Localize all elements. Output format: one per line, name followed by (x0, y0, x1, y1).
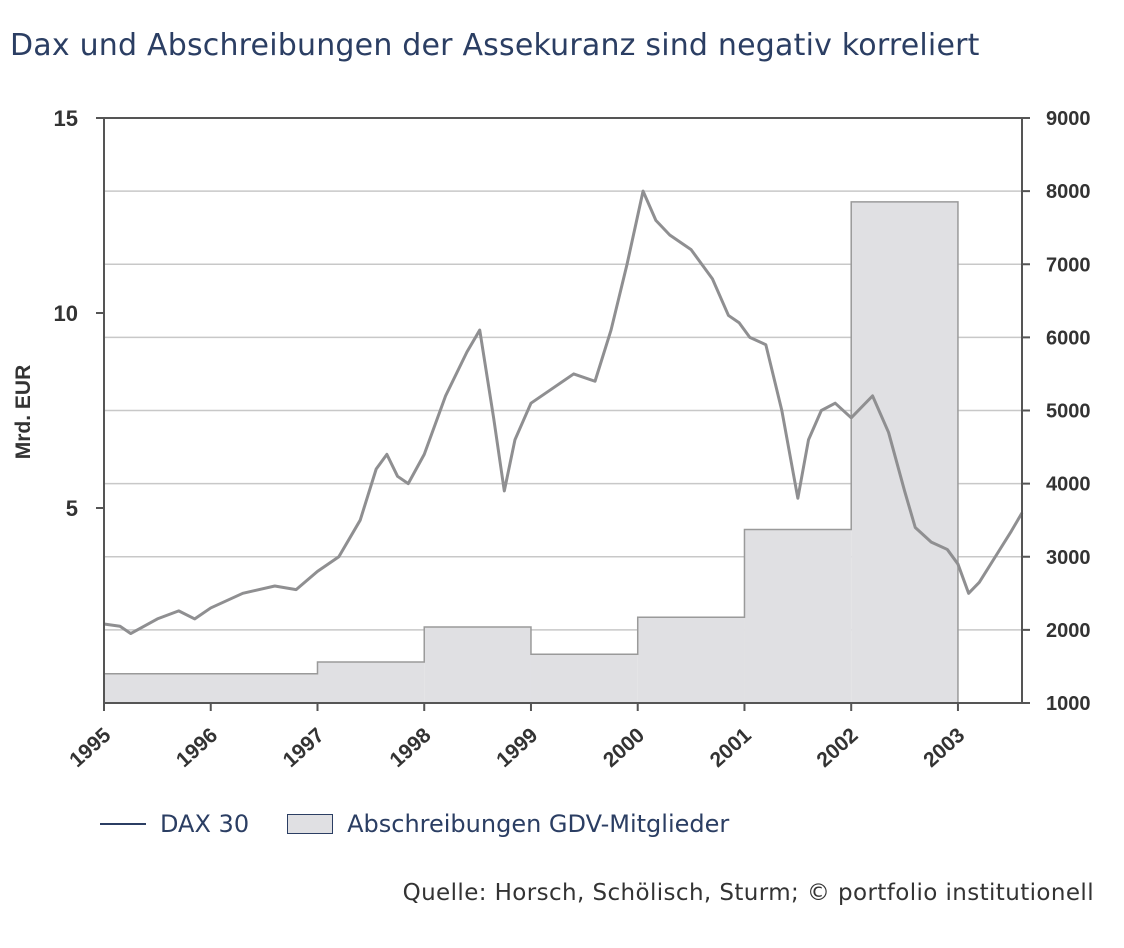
right-tick-label: 9000 (1046, 108, 1091, 130)
left-axis-label: Mrd. EUR (12, 365, 35, 460)
writeoff-bar (424, 626, 531, 703)
right-tick-label: 2000 (1046, 620, 1091, 642)
left-tick-label: 10 (54, 301, 78, 326)
x-tick-label: 1999 (492, 724, 542, 772)
right-tick-label: 1000 (1046, 693, 1091, 715)
dax-line (103, 189, 1024, 636)
chart-title: Dax und Abschreibungen der Assekuranz si… (10, 28, 980, 63)
source-note: Quelle: Horsch, Schölisch, Sturm; © port… (402, 880, 1094, 906)
right-tick-label: 3000 (1046, 547, 1091, 569)
writeoff-bar (104, 673, 318, 703)
left-tick-label: 5 (66, 496, 78, 521)
x-axis: 1995 1996 1997 1998 1999 2000 2001 2002 2003 (65, 703, 969, 772)
right-tick-label: 8000 (1046, 181, 1091, 203)
legend: DAX 30 Abschreibungen GDV-Mitglieder (100, 806, 729, 842)
right-tick-label: 7000 (1046, 254, 1091, 276)
writeoff-bar (851, 201, 958, 703)
writeoff-bar (530, 654, 638, 703)
writeoff-bar (637, 617, 745, 703)
writeoff-bar (744, 529, 852, 703)
writeoff-bar (317, 662, 425, 703)
dax-series-line (103, 189, 1024, 636)
left-tick-label: 15 (54, 106, 78, 131)
right-tick-label: 6000 (1046, 327, 1091, 349)
legend-writeoffs-label: Abschreibungen GDV-Mitglieder (347, 810, 730, 838)
legend-box-swatch (287, 814, 334, 834)
legend-line-swatch (100, 823, 146, 825)
x-tick-label: 2002 (812, 724, 862, 772)
legend-dax-label: DAX 30 (160, 810, 250, 838)
x-tick-label: 1996 (172, 724, 222, 772)
x-tick-label: 1997 (279, 724, 329, 772)
right-axis: 1000 2000 3000 4000 5000 6000 7000 8000 9000 (1022, 108, 1091, 715)
writeoff-outline (103, 201, 959, 703)
x-tick-label: 1998 (385, 723, 435, 772)
x-tick-label: 2003 (919, 724, 969, 772)
right-tick-label: 5000 (1046, 401, 1091, 423)
left-axis: 5 10 15 (54, 106, 104, 521)
x-tick-label: 1995 (65, 723, 115, 772)
writeoff-steps (103, 201, 959, 703)
x-tick-label: 2001 (706, 723, 756, 772)
right-tick-label: 4000 (1046, 474, 1091, 496)
x-tick-label: 2000 (599, 724, 649, 772)
